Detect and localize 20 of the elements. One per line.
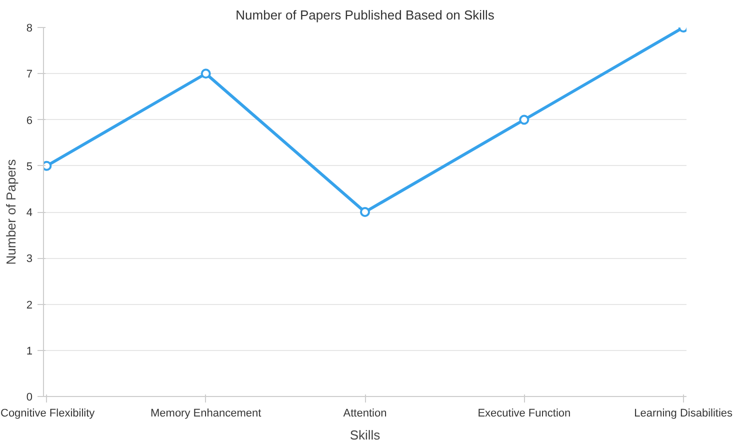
y-tick-label: 6	[26, 114, 33, 127]
y-tick-label: 7	[26, 68, 33, 81]
x-tick-label: Memory Enhancement	[150, 408, 262, 420]
y-tick-label: 4	[26, 207, 33, 219]
chart-title: Number of Papers Published Based on Skills	[236, 8, 495, 22]
y-tick-label: 2	[26, 299, 33, 312]
y-axis-title: Number of Papers	[3, 158, 18, 265]
x-axis-title: Skills	[350, 428, 381, 442]
y-tick-label: 8	[26, 22, 33, 34]
point	[360, 207, 370, 217]
y-tick-label: 0	[26, 392, 33, 404]
y-tick-label: 1	[26, 345, 33, 358]
y-tick-label: 3	[26, 253, 33, 266]
y-tick-label: 5	[26, 160, 33, 173]
x-tick-label: Executive Function	[478, 408, 571, 420]
x-tick-label: Attention	[343, 408, 387, 420]
x-tick-label: Learning Disabilities	[634, 408, 734, 420]
point	[200, 68, 211, 79]
point	[519, 114, 530, 125]
x-tick-label: Cognitive Flexibility	[0, 408, 96, 420]
